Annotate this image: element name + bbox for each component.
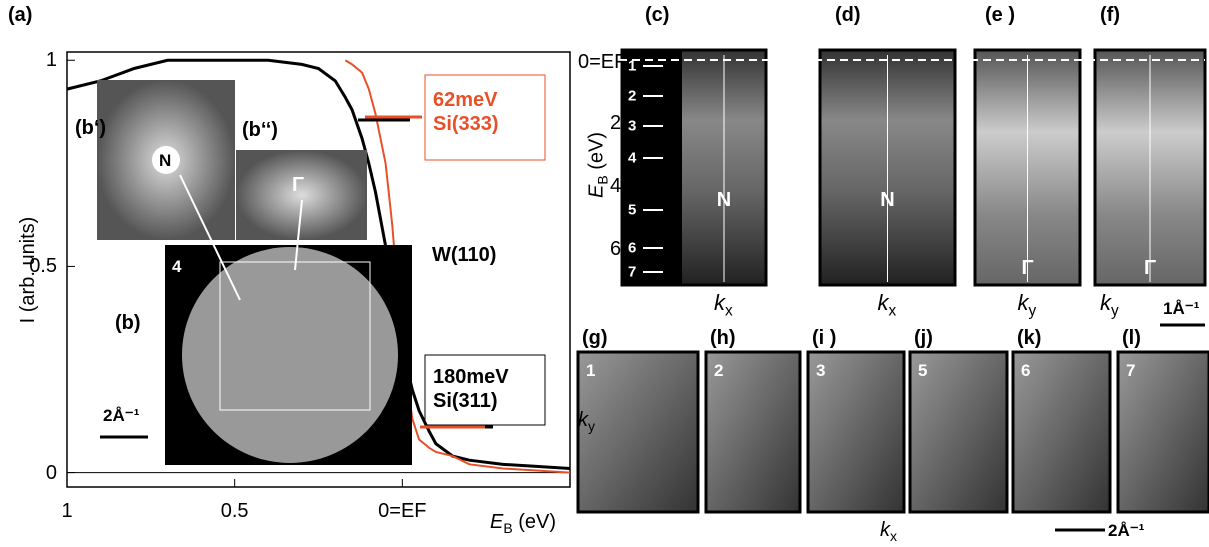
- point-label: N: [717, 190, 731, 210]
- panel-label: (l): [1122, 328, 1141, 348]
- k-axis-label: kx: [714, 292, 733, 319]
- axis-symbol: k: [578, 409, 588, 431]
- axis-symbol: k: [714, 290, 725, 315]
- axis-sub: y: [1111, 302, 1119, 319]
- axis-sub: y: [1029, 302, 1037, 319]
- y-tick-label: 0.5: [29, 256, 57, 276]
- annotation: N: [159, 152, 171, 169]
- level-label: 4: [628, 151, 636, 166]
- panel-label: (g): [582, 328, 608, 348]
- axis-symbol: k: [1100, 290, 1111, 315]
- x-tick-label: 0=EF: [378, 501, 426, 521]
- panel-index: 5: [918, 362, 927, 379]
- k-axis-label: kx: [878, 292, 897, 319]
- k-axis-label: ky: [1100, 292, 1119, 319]
- panel-index: 3: [816, 362, 825, 379]
- energy-axis-label: EB (eV): [587, 132, 610, 198]
- panel-label: (a): [8, 5, 32, 25]
- panel-label: (c): [645, 5, 669, 25]
- panel-label: (i ): [812, 328, 836, 348]
- x-tick-label: 1: [61, 501, 72, 521]
- axis-sub: x: [890, 528, 897, 544]
- image-g: [578, 352, 698, 512]
- level-label: 2: [628, 89, 636, 104]
- axis-symbol: k: [1018, 290, 1029, 315]
- annotation: (b): [115, 313, 141, 333]
- level-label: 7: [628, 265, 636, 280]
- kx-label: kx: [880, 520, 897, 543]
- annotation: (b‘‘): [242, 120, 278, 140]
- annotation: W(110): [432, 245, 496, 265]
- level-label: 1: [628, 59, 636, 74]
- axis-symbol: k: [878, 290, 889, 315]
- level-label: 5: [628, 203, 636, 218]
- panel-index: 7: [1126, 362, 1135, 379]
- level-label: 3: [628, 119, 636, 134]
- point-label: Γ: [1144, 258, 1156, 278]
- panel-index: 6: [1021, 362, 1030, 379]
- axis-sub: y: [588, 418, 595, 434]
- panel-label: (j): [914, 328, 933, 348]
- x-tick-label: 0.5: [221, 501, 249, 521]
- axis-sub: B: [595, 175, 611, 184]
- x-axis-label: EB (eV): [490, 512, 556, 535]
- k-axis-label: ky: [1018, 292, 1037, 319]
- fermi-label: 0=EF: [578, 52, 626, 72]
- panel-index: 1: [586, 362, 595, 379]
- panel-label: (h): [710, 328, 736, 348]
- annotation: (b‘): [75, 118, 106, 138]
- energy-tick-label: 6: [610, 239, 621, 259]
- annotation: 4: [172, 258, 181, 275]
- energy-tick-label: 4: [610, 176, 621, 196]
- x-axis-sub: B: [503, 520, 512, 536]
- legend-entry: 180meV Si(311): [433, 365, 533, 413]
- annotation: Γ: [292, 175, 304, 195]
- legend-entry: 62meV Si(333): [433, 88, 533, 136]
- y-tick-label: 1: [46, 50, 57, 70]
- figure: (a) I (arb. units) EB (eV) 62meV Si(333)…: [0, 0, 1209, 547]
- panel-label: (f): [1100, 5, 1120, 25]
- ky-label: ky: [578, 410, 595, 433]
- x-axis-symbol: E: [490, 511, 503, 533]
- axis-unit: (eV): [586, 132, 608, 170]
- scale-label: 1Å⁻¹: [1163, 300, 1199, 317]
- panel-label: (e ): [985, 5, 1015, 25]
- axis-sub: x: [725, 302, 733, 319]
- axis-symbol: E: [586, 185, 608, 198]
- inset-circle: [182, 247, 398, 463]
- bottom-images: [578, 352, 1209, 530]
- panel-index: 2: [714, 362, 723, 379]
- axis-symbol: k: [880, 519, 890, 541]
- annotation: 2Å⁻¹: [103, 407, 139, 424]
- level-label: 6: [628, 241, 636, 256]
- point-label: N: [880, 190, 894, 210]
- x-axis-unit: (eV): [518, 511, 556, 533]
- axis-sub: x: [889, 302, 897, 319]
- scale-label: 2Å⁻¹: [1108, 522, 1144, 539]
- energy-tick-label: 2: [610, 113, 621, 133]
- point-label: Γ: [1021, 258, 1033, 278]
- top-images: [580, 50, 1205, 325]
- panel-label: (d): [835, 5, 861, 25]
- panel-label: (k): [1017, 328, 1041, 348]
- y-tick-label: 0: [46, 463, 57, 483]
